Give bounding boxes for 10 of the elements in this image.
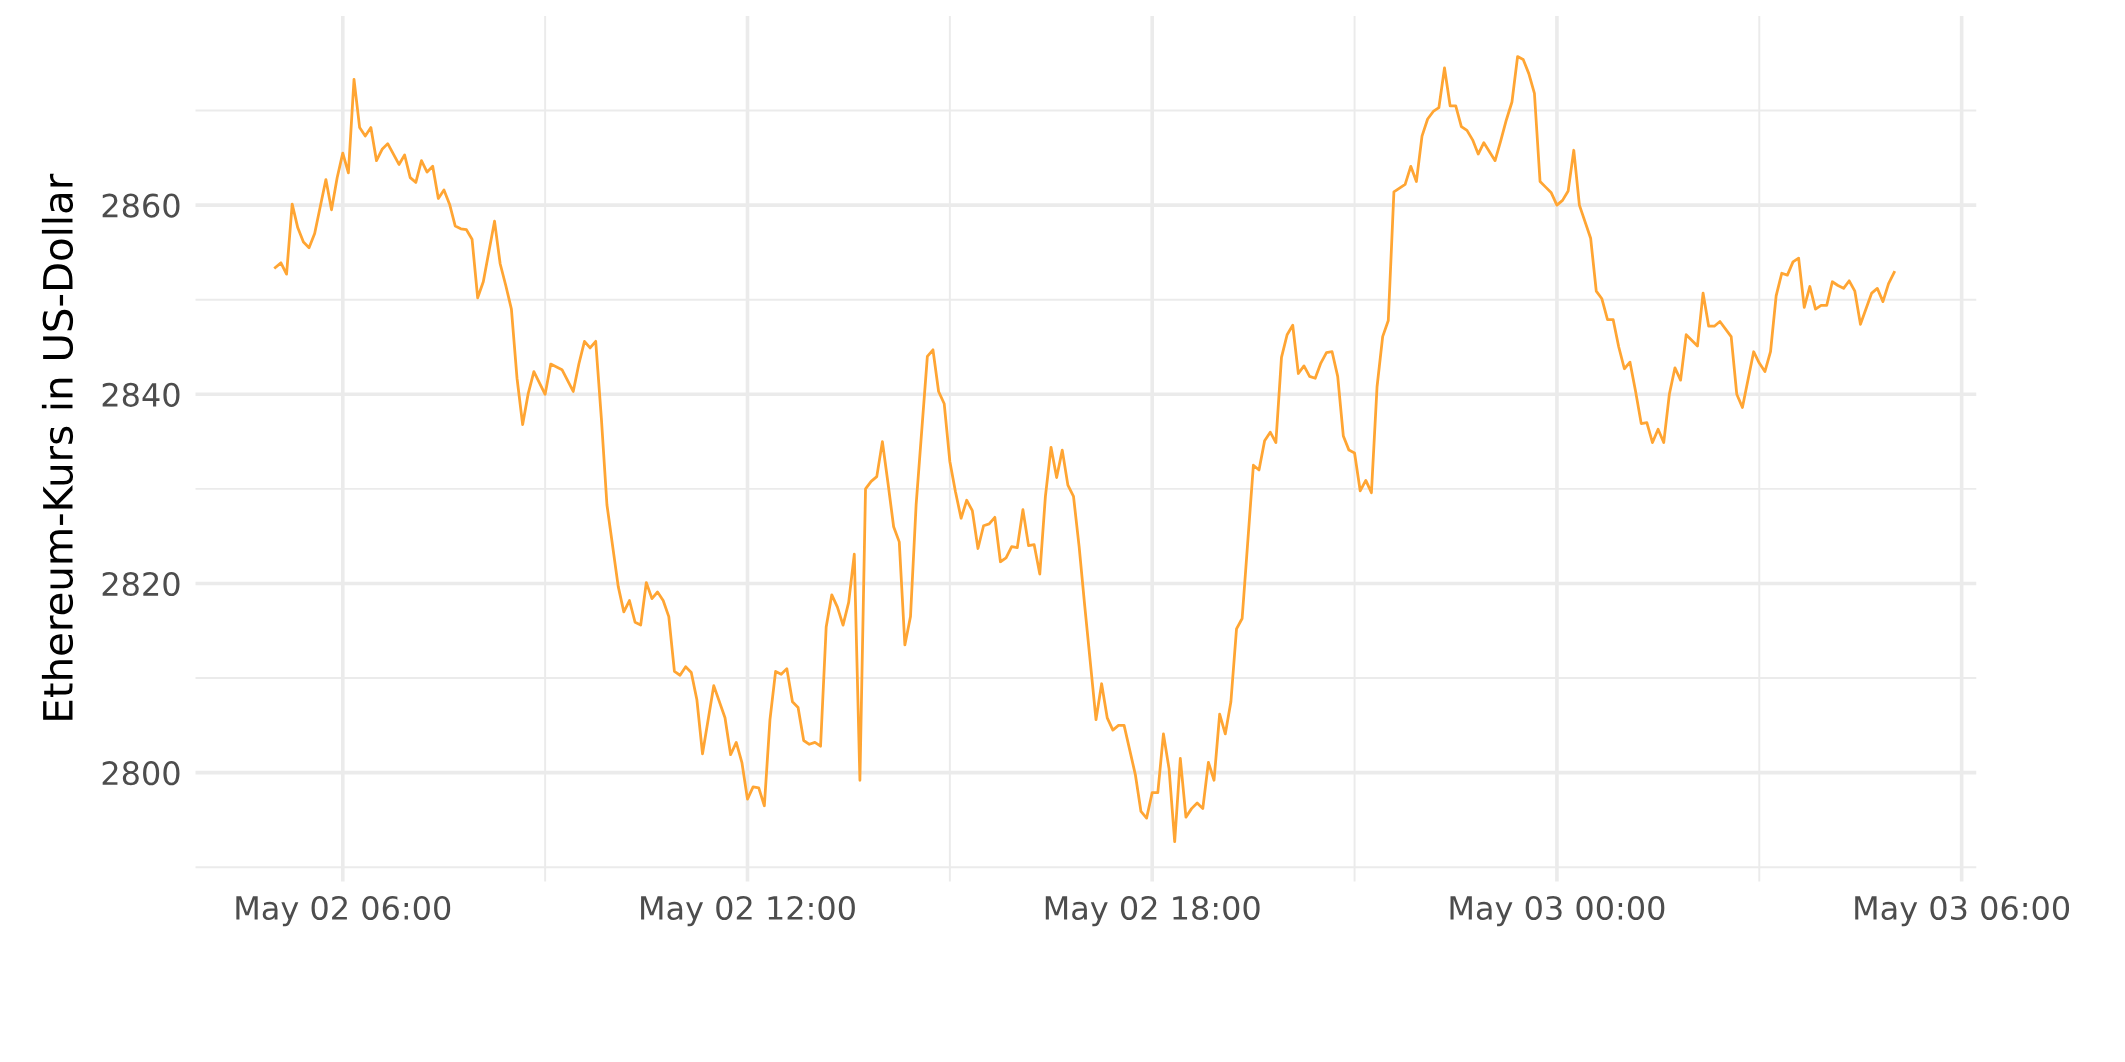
y-axis-title: Ethereum-Kurs in US-Dollar [41,173,74,720]
y-tick-label: 2820 [102,571,180,597]
x-tick-label: May 02 06:00 [236,895,451,927]
x-tick-label: May 03 06:00 [1855,895,2070,927]
y-tick-label: 2800 [102,761,180,786]
x-tick-label: May 02 18:00 [1045,895,1260,927]
x-tick-label: May 02 12:00 [641,895,855,927]
x-tick-label: May 03 00:00 [1450,895,1665,927]
y-tick-label: 2860 [102,193,180,218]
y-tick-label: 2840 [102,382,180,407]
